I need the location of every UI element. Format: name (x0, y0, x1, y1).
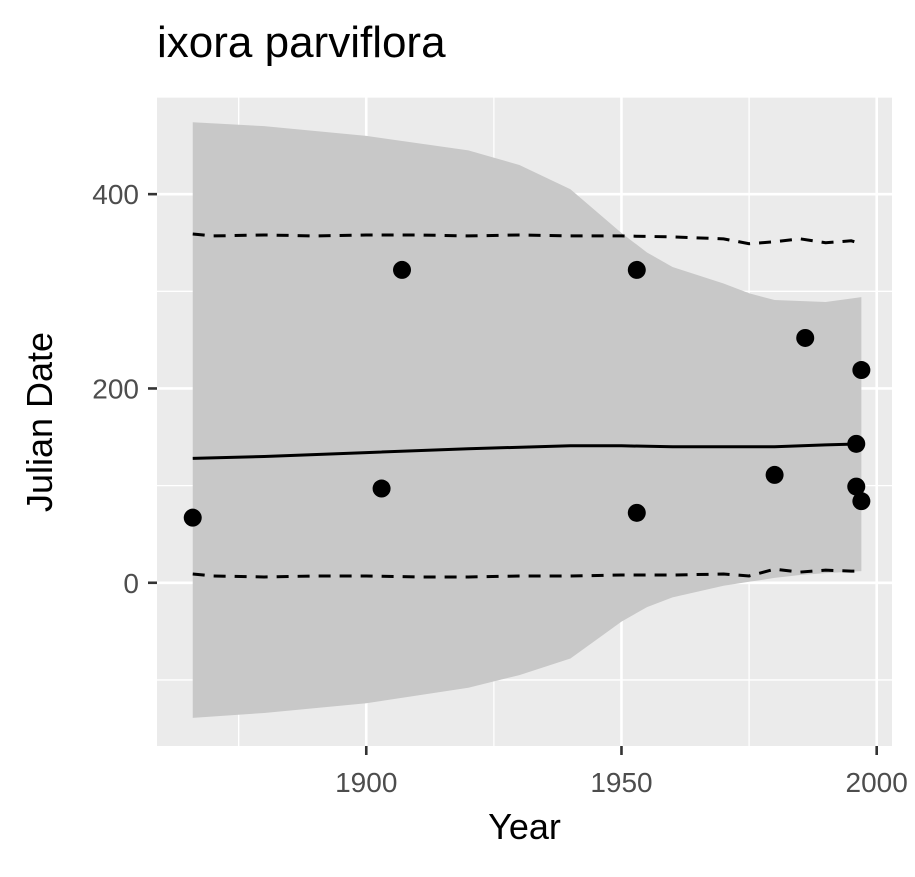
y-axis-label: Julian Date (19, 331, 60, 513)
x-axis: 1900 1950 2000 (335, 746, 908, 798)
data-point (183, 508, 202, 527)
y-tick-label: 0 (123, 568, 139, 599)
data-point (852, 492, 871, 511)
y-tick-label: 200 (92, 373, 139, 404)
y-tick-label: 400 (92, 179, 139, 210)
data-point (765, 465, 784, 484)
x-tick-label: 2000 (846, 767, 908, 798)
data-points (183, 260, 871, 527)
upper-dashed-line (192, 232, 862, 246)
data-point (852, 361, 871, 380)
confidence-band (192, 122, 862, 718)
lower-dashed-line (192, 567, 862, 579)
chart-title: ixora parviflora (157, 18, 446, 67)
data-point (393, 260, 411, 279)
x-axis-label: Year (488, 806, 561, 847)
data-point (847, 477, 866, 496)
data-point (372, 479, 391, 498)
data-point (627, 260, 646, 279)
data-point (796, 328, 815, 347)
x-tick-label: 1950 (590, 767, 652, 798)
fit-line (192, 442, 862, 460)
data-point (627, 503, 646, 522)
data-point (847, 434, 866, 453)
y-axis: 0 200 400 (92, 179, 157, 599)
x-tick-label: 1900 (335, 767, 397, 798)
